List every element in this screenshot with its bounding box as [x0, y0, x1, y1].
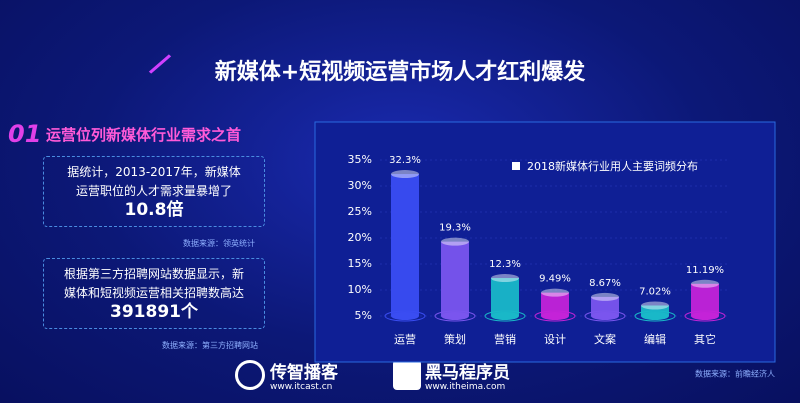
- y-tick-label: 10%: [348, 283, 372, 296]
- bar-cap: [441, 237, 469, 246]
- value-label: 32.3%: [389, 155, 421, 166]
- x-tick-label: 营销: [494, 332, 516, 346]
- x-tick-label: 编辑: [644, 332, 666, 346]
- bar: [641, 305, 669, 316]
- legend-swatch: [512, 162, 520, 170]
- x-tick-label: 策划: [444, 332, 466, 346]
- bar-cap: [641, 301, 669, 310]
- bar: [491, 278, 519, 316]
- bar-bottom: [641, 312, 669, 320]
- bar-cap: [541, 288, 569, 297]
- bar: [691, 283, 719, 316]
- bar-bottom: [491, 312, 519, 320]
- y-tick-label: 5%: [355, 309, 372, 322]
- bar-bottom: [441, 312, 469, 320]
- y-tick-label: 25%: [348, 205, 372, 218]
- logo-icon: [235, 360, 265, 390]
- bar-cap: [391, 170, 419, 179]
- y-tick-label: 35%: [348, 153, 372, 166]
- bar-cap: [691, 279, 719, 288]
- source: 数据来源：第三方招聘网站: [162, 341, 258, 350]
- bar: [391, 174, 419, 316]
- logo-url: www.itcast.cn: [270, 382, 333, 392]
- x-tick-label: 文案: [594, 332, 616, 346]
- logo-name: 传智播客: [270, 363, 338, 383]
- y-tick-label: 30%: [348, 179, 372, 192]
- value-label: 19.3%: [439, 223, 471, 234]
- chart-source: 数据来源：前瞻经济人: [695, 369, 775, 379]
- value-label: 8.67%: [589, 278, 621, 289]
- logo-url: www.itheima.com: [425, 382, 506, 392]
- box-text: 根据第三方招聘网站数据显示，新媒体和短视频运营相关招聘数高达: [63, 267, 244, 300]
- chart-title: 2018新媒体行业用人主要词频分布: [527, 159, 698, 173]
- chart-panel: [314, 121, 776, 363]
- bar-bottom: [391, 312, 419, 320]
- x-tick-label: 其它: [694, 332, 716, 346]
- section-number: 01: [8, 120, 42, 148]
- x-tick-label: 设计: [544, 333, 566, 346]
- value-label: 12.3%: [489, 259, 521, 270]
- value-label: 7.02%: [639, 286, 671, 297]
- logo-icon: [393, 360, 421, 390]
- bar-bottom: [691, 312, 719, 320]
- bar-cap: [591, 292, 619, 301]
- bar: [541, 292, 569, 316]
- stat-box: 根据第三方招聘网站数据显示，新媒体和短视频运营相关招聘数高达 391891个: [43, 258, 265, 329]
- box-highlight: 10.8倍: [124, 200, 184, 220]
- y-tick-label: 15%: [348, 257, 372, 270]
- bar: [591, 296, 619, 316]
- x-tick-label: 运营: [394, 332, 416, 346]
- box-text: 据统计，2013-2017年，新媒体运营职位的人才需求量暴增了: [67, 165, 241, 198]
- source: 数据来源：领英统计: [183, 239, 255, 248]
- value-label: 9.49%: [539, 274, 571, 285]
- bar-cap: [491, 274, 519, 283]
- bar: [441, 241, 469, 316]
- bar-bottom: [541, 312, 569, 320]
- logo-name: 黑马程序员: [425, 363, 510, 383]
- value-label: 11.19%: [686, 265, 724, 276]
- slide-title: 新媒体+短视频运营市场人才红利爆发: [214, 60, 586, 85]
- stat-box: 据统计，2013-2017年，新媒体运营职位的人才需求量暴增了 10.8倍: [43, 156, 265, 227]
- y-tick-label: 20%: [348, 231, 372, 244]
- section-title: 运营位列新媒体行业需求之首: [46, 126, 242, 144]
- box-highlight: 391891个: [110, 302, 198, 322]
- bar-bottom: [591, 312, 619, 320]
